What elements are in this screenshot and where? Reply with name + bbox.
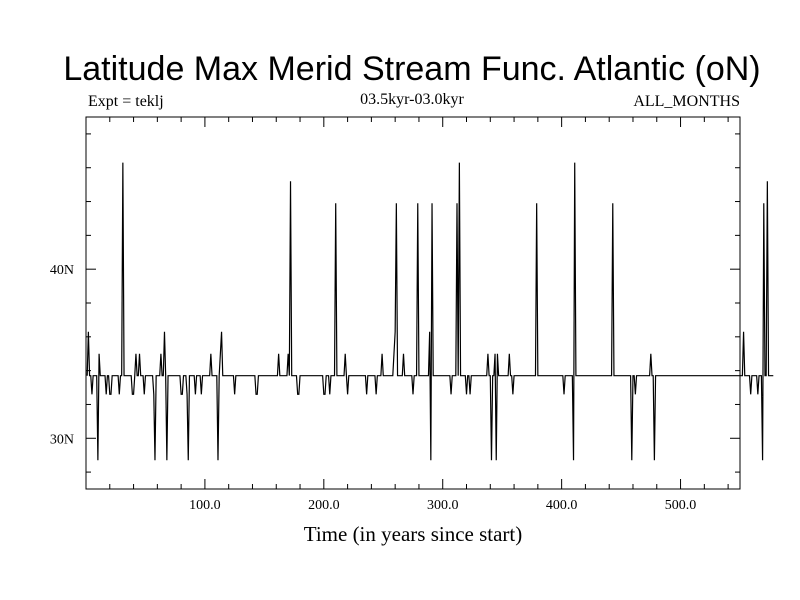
x-tick-label: 500.0: [665, 498, 697, 513]
months-label: ALL_MONTHS: [633, 93, 740, 110]
x-tick-label: 300.0: [427, 498, 459, 513]
y-tick-label: 30N: [50, 432, 74, 447]
x-axis: 100.0 200.0 300.0 400.0 500.0: [109, 117, 729, 513]
series-line: [86, 162, 774, 461]
plot-frame: [85, 116, 741, 490]
x-axis-label: Time (in years since start): [304, 522, 523, 546]
y-axis: 30N 40N: [50, 133, 740, 473]
experiment-label: Expt = teklj: [88, 93, 164, 110]
y-tick-label: 40N: [50, 263, 74, 278]
x-tick-label: 400.0: [546, 498, 578, 513]
x-tick-label: 100.0: [189, 498, 221, 513]
time-range-label: 03.5kyr-03.0kyr: [360, 91, 464, 108]
x-tick-label: 200.0: [308, 498, 340, 513]
plot-area: 100.0 200.0 300.0 400.0 500.0 30N 40N: [50, 116, 774, 513]
chart-title: Latitude Max Merid Stream Func. Atlantic…: [63, 50, 760, 88]
